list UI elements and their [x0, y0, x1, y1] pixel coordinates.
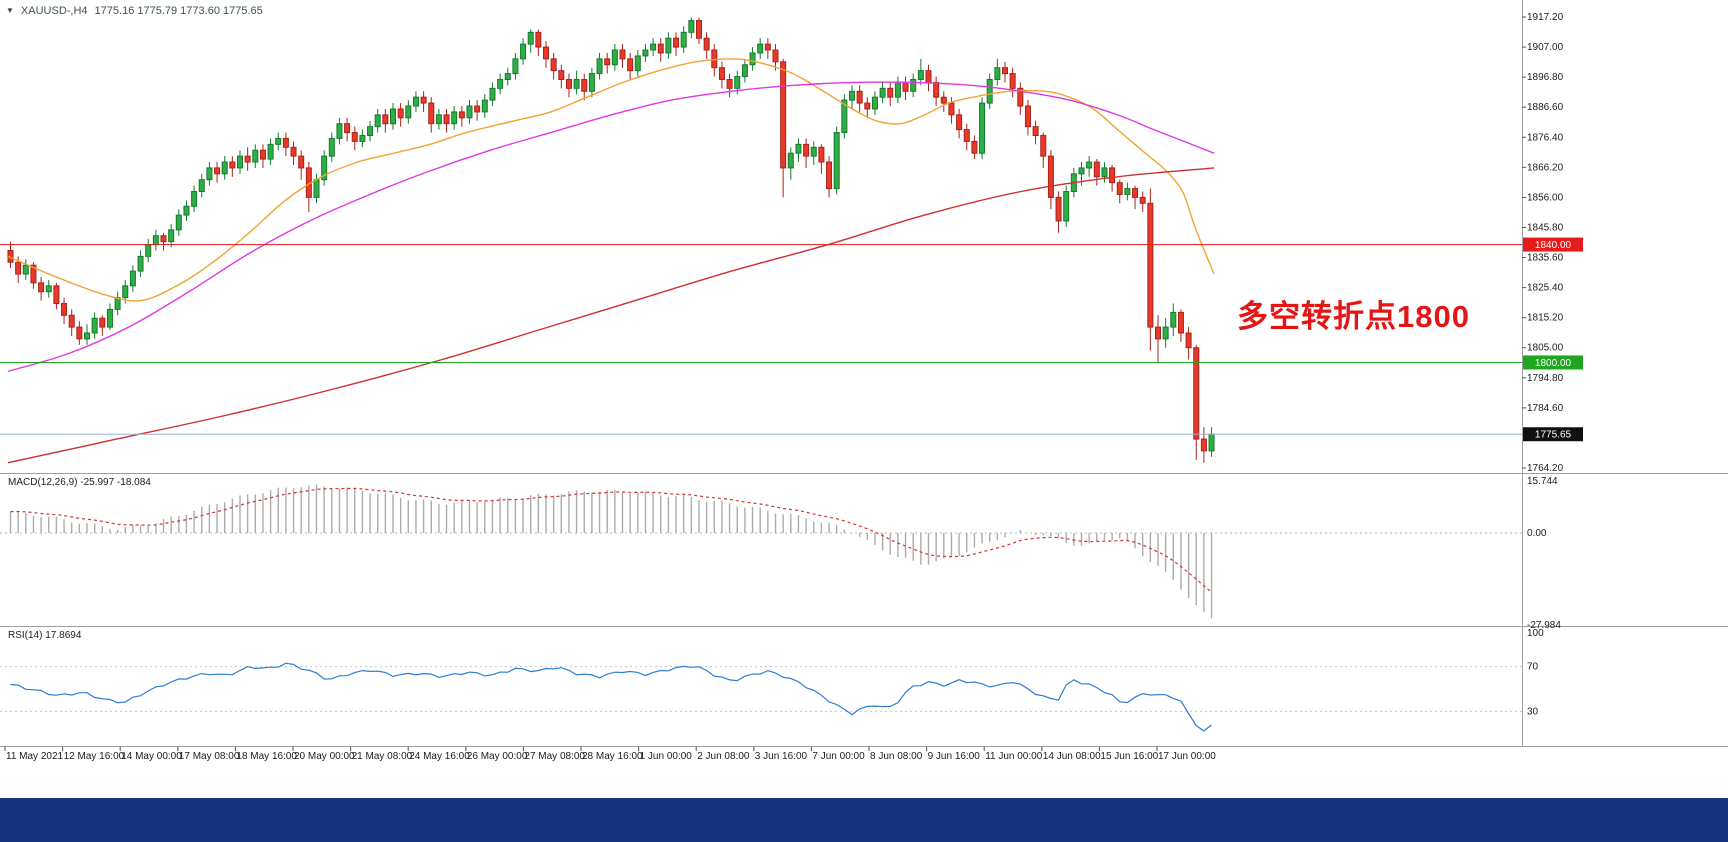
svg-text:12 May 16:00: 12 May 16:00 [64, 751, 125, 762]
macd-signal-line [10, 487, 1212, 593]
svg-text:1896.80: 1896.80 [1527, 72, 1564, 83]
ma-fast-orange [7, 58, 1215, 302]
price-annotation-text: 多空转折点1800 [1237, 299, 1470, 334]
svg-text:18 May 16:00: 18 May 16:00 [236, 751, 297, 762]
svg-text:1764.20: 1764.20 [1527, 463, 1564, 474]
rsi-indicator-label: RSI(14) 17.8694 [8, 630, 82, 641]
symbol-period-label: XAUUSD-,H4 [20, 5, 88, 17]
svg-text:1784.60: 1784.60 [1527, 403, 1564, 414]
svg-text:1886.60: 1886.60 [1527, 102, 1564, 113]
svg-text:3 Jun 16:00: 3 Jun 16:00 [755, 751, 808, 762]
svg-text:1835.60: 1835.60 [1527, 253, 1564, 264]
svg-text:24 May 16:00: 24 May 16:00 [409, 751, 470, 762]
svg-text:17 Jun 00:00: 17 Jun 00:00 [1158, 751, 1216, 762]
ma-mid-magenta [7, 81, 1215, 372]
svg-text:17 May 08:00: 17 May 08:00 [179, 751, 240, 762]
svg-text:28 May 16:00: 28 May 16:00 [582, 751, 643, 762]
svg-text:1917.20: 1917.20 [1527, 12, 1564, 23]
svg-text:1815.20: 1815.20 [1527, 313, 1564, 324]
panel-frame [0, 0, 1728, 747]
svg-text:1825.40: 1825.40 [1527, 283, 1564, 294]
svg-text:2 Jun 08:00: 2 Jun 08:00 [697, 751, 750, 762]
svg-text:1866.20: 1866.20 [1527, 162, 1564, 173]
svg-text:1876.40: 1876.40 [1527, 132, 1564, 143]
svg-text:1775.65: 1775.65 [1535, 430, 1572, 441]
svg-text:30: 30 [1527, 706, 1539, 717]
price-axis[interactable]: 1917.20 1907.00 1896.80 1886.60 1876.40 1866.… [1522, 12, 1564, 474]
svg-text:7 Jun 00:00: 7 Jun 00:00 [812, 751, 865, 762]
svg-text:20 May 00:00: 20 May 00:00 [294, 751, 355, 762]
taskbar[interactable] [0, 798, 1728, 842]
svg-text:1907.00: 1907.00 [1527, 42, 1564, 53]
svg-text:1845.80: 1845.80 [1527, 222, 1564, 233]
macd-panel: 15.744 0.00 -27.984 [0, 476, 1561, 631]
svg-text:21 May 08:00: 21 May 08:00 [352, 751, 413, 762]
svg-text:15 Jun 16:00: 15 Jun 16:00 [1100, 751, 1158, 762]
ohlc-values: 1775.16 1775.79 1773.60 1775.65 [94, 5, 263, 17]
svg-text:15.744: 15.744 [1527, 476, 1558, 487]
rsi-line [10, 662, 1212, 732]
svg-text:1805.00: 1805.00 [1527, 343, 1564, 354]
svg-text:1794.80: 1794.80 [1527, 373, 1564, 384]
chart-canvas[interactable]: 1917.20 1907.00 1896.80 1886.60 1876.40 1866.… [0, 0, 1728, 798]
svg-text:9 Jun 16:00: 9 Jun 16:00 [928, 751, 981, 762]
svg-text:1800.00: 1800.00 [1535, 358, 1572, 369]
svg-text:1840.00: 1840.00 [1535, 240, 1572, 251]
macd-indicator-label: MACD(12,26,9) -25.997 -18.084 [8, 477, 151, 488]
moving-averages-layer [7, 58, 1215, 464]
svg-text:11 May 2021: 11 May 2021 [6, 751, 64, 762]
symbol-dropdown-icon[interactable]: ▼ [6, 6, 14, 15]
hlines-layer[interactable]: 1840.00 1800.00 1775.65 [0, 237, 1583, 442]
svg-text:-27.984: -27.984 [1527, 620, 1561, 631]
svg-text:0.00: 0.00 [1527, 528, 1547, 539]
svg-text:100: 100 [1527, 628, 1544, 639]
svg-text:27 May 08:00: 27 May 08:00 [524, 751, 585, 762]
ma-slow-red [7, 167, 1215, 464]
symbol-ohlc-line: ▼ XAUUSD-,H4 1775.16 1775.79 1773.60 177… [6, 5, 263, 17]
rsi-panel: 100 70 30 [0, 628, 1544, 732]
svg-text:8 Jun 08:00: 8 Jun 08:00 [870, 751, 923, 762]
svg-text:26 May 00:00: 26 May 00:00 [467, 751, 528, 762]
svg-text:11 Jun 00:00: 11 Jun 00:00 [985, 751, 1043, 762]
svg-text:70: 70 [1527, 662, 1539, 673]
candles-layer[interactable] [7, 17, 1215, 463]
svg-text:1 Jun 00:00: 1 Jun 00:00 [640, 751, 693, 762]
svg-text:14 May 00:00: 14 May 00:00 [121, 751, 182, 762]
svg-text:14 Jun 08:00: 14 Jun 08:00 [1043, 751, 1101, 762]
svg-text:1856.00: 1856.00 [1527, 192, 1564, 203]
